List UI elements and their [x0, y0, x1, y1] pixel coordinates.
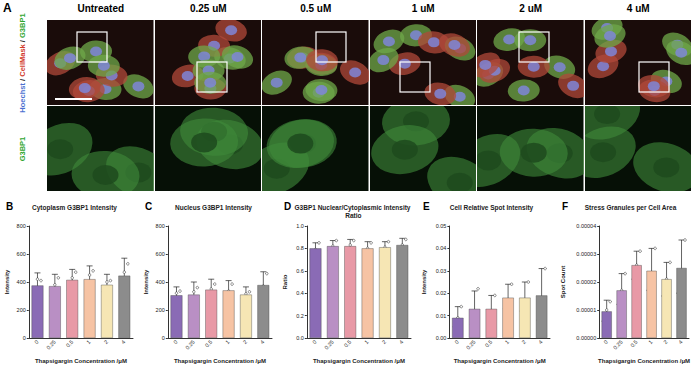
svg-text:0: 0 — [453, 339, 459, 345]
svg-text:Cytoplasm G3BP1 Intensity: Cytoplasm G3BP1 Intensity — [32, 204, 117, 212]
svg-text:0.00000: 0.00000 — [576, 335, 596, 341]
svg-text:0.25: 0.25 — [465, 339, 477, 351]
svg-text:200: 200 — [17, 307, 26, 313]
svg-text:0.01: 0.01 — [436, 313, 447, 319]
svg-text:2: 2 — [103, 339, 109, 345]
svg-text:4: 4 — [398, 339, 404, 345]
html-text:4 uM: 4 uM — [626, 3, 650, 14]
svg-text:4: 4 — [120, 339, 126, 345]
svg-text:E: E — [423, 201, 430, 212]
svg-text:C: C — [145, 201, 152, 212]
svg-text:1.0: 1.0 — [296, 223, 304, 229]
svg-text:1: 1 — [504, 339, 510, 345]
svg-text:Intensity: Intensity — [143, 269, 149, 294]
svg-text:0.00: 0.00 — [436, 335, 447, 341]
html-text:Untreated: Untreated — [77, 3, 125, 14]
svg-text:1: 1 — [363, 339, 369, 345]
svg-text:Thapsigargin Concentration /μM: Thapsigargin Concentration /μM — [313, 358, 405, 364]
svg-text:0.5: 0.5 — [65, 339, 75, 349]
svg-text:0.00001: 0.00001 — [576, 307, 596, 313]
svg-text:2: 2 — [662, 339, 668, 345]
svg-text:0.5: 0.5 — [629, 339, 639, 349]
svg-text:0: 0 — [162, 335, 165, 341]
svg-text:0.5: 0.5 — [484, 339, 494, 349]
svg-text:0.2: 0.2 — [296, 313, 304, 319]
svg-text:0: 0 — [602, 339, 608, 345]
html-text:G3BP1: G3BP1 — [17, 136, 27, 161]
svg-text:Intensity: Intensity — [421, 269, 427, 294]
svg-text:D: D — [284, 201, 291, 212]
svg-text:400: 400 — [17, 279, 26, 285]
svg-text:0.25: 0.25 — [45, 339, 57, 351]
svg-text:0.6: 0.6 — [296, 268, 304, 274]
svg-text:0.00002: 0.00002 — [576, 279, 596, 285]
svg-text:2: 2 — [242, 339, 248, 345]
html-text:A: A — [3, 1, 12, 15]
svg-text:0.04: 0.04 — [436, 245, 447, 251]
svg-text:0.00003: 0.00003 — [576, 251, 596, 257]
svg-text:200: 200 — [156, 307, 165, 313]
svg-text:Thapsigargin Concentration /μM: Thapsigargin Concentration /μM — [174, 358, 266, 364]
svg-text:B: B — [6, 201, 13, 212]
svg-text:0.8: 0.8 — [296, 245, 304, 251]
html-text:2 uM: 2 uM — [519, 3, 543, 14]
svg-text:Intensity: Intensity — [4, 269, 10, 294]
svg-text:1: 1 — [85, 339, 91, 345]
svg-text:Thapsigargin Concentration /μM: Thapsigargin Concentration /μM — [598, 358, 690, 364]
svg-text:0: 0 — [33, 339, 39, 345]
svg-text:0: 0 — [172, 339, 178, 345]
svg-text:Cell Relative Spot Intensity: Cell Relative Spot Intensity — [450, 204, 534, 212]
svg-text:0.03: 0.03 — [436, 268, 447, 274]
svg-text:Stress Granules per Cell Area: Stress Granules per Cell Area — [585, 204, 677, 212]
svg-text:0.05: 0.05 — [436, 223, 447, 229]
svg-text:Ratio: Ratio — [282, 274, 288, 289]
svg-text:0: 0 — [311, 339, 317, 345]
svg-text:0.25: 0.25 — [323, 339, 335, 351]
svg-text:1: 1 — [647, 339, 653, 345]
svg-text:Thapsigargin Concentration /μM: Thapsigargin Concentration /μM — [454, 358, 546, 364]
svg-text:0.25: 0.25 — [184, 339, 196, 351]
svg-text:2: 2 — [521, 339, 527, 345]
svg-text:Thapsigargin Concentration /μM: Thapsigargin Concentration /μM — [35, 358, 127, 364]
svg-text:0.5: 0.5 — [343, 339, 353, 349]
svg-text:0.4: 0.4 — [296, 290, 304, 296]
svg-text:0.5: 0.5 — [204, 339, 214, 349]
svg-text:Spot Count: Spot Count — [560, 266, 566, 298]
svg-text:1: 1 — [224, 339, 230, 345]
svg-text:2: 2 — [381, 339, 387, 345]
svg-text:800: 800 — [17, 223, 26, 229]
svg-text:0.0: 0.0 — [296, 335, 304, 341]
svg-text:600: 600 — [17, 251, 26, 257]
svg-text:4: 4 — [677, 339, 683, 345]
svg-text:400: 400 — [156, 279, 165, 285]
svg-text:0: 0 — [23, 335, 26, 341]
svg-text:600: 600 — [156, 251, 165, 257]
html-text:Hoechst: Hoechst — [17, 82, 27, 113]
svg-text:4: 4 — [259, 339, 265, 345]
html-text:0.5 uM: 0.5 uM — [300, 3, 332, 14]
svg-text:0.02: 0.02 — [436, 290, 447, 296]
svg-text:4: 4 — [537, 339, 543, 345]
html-text:G3BP1: G3BP1 — [17, 12, 27, 38]
svg-text:Ratio: Ratio — [343, 212, 361, 219]
svg-text:F: F — [562, 201, 568, 212]
svg-text:0.25: 0.25 — [612, 339, 624, 351]
svg-text:0.00004: 0.00004 — [576, 223, 596, 229]
svg-text:G3BP1 Nuclear/Cytoplasmic Inte: G3BP1 Nuclear/Cytoplasmic Intensity — [295, 204, 411, 212]
html-text:1 uM: 1 uM — [411, 3, 435, 14]
svg-text:800: 800 — [156, 223, 165, 229]
svg-text:Nucleus G3BP1 Intensity: Nucleus G3BP1 Intensity — [175, 204, 252, 212]
html-text:0.25 uM: 0.25 uM — [189, 3, 227, 14]
html-text:CellMask: CellMask — [17, 43, 27, 77]
